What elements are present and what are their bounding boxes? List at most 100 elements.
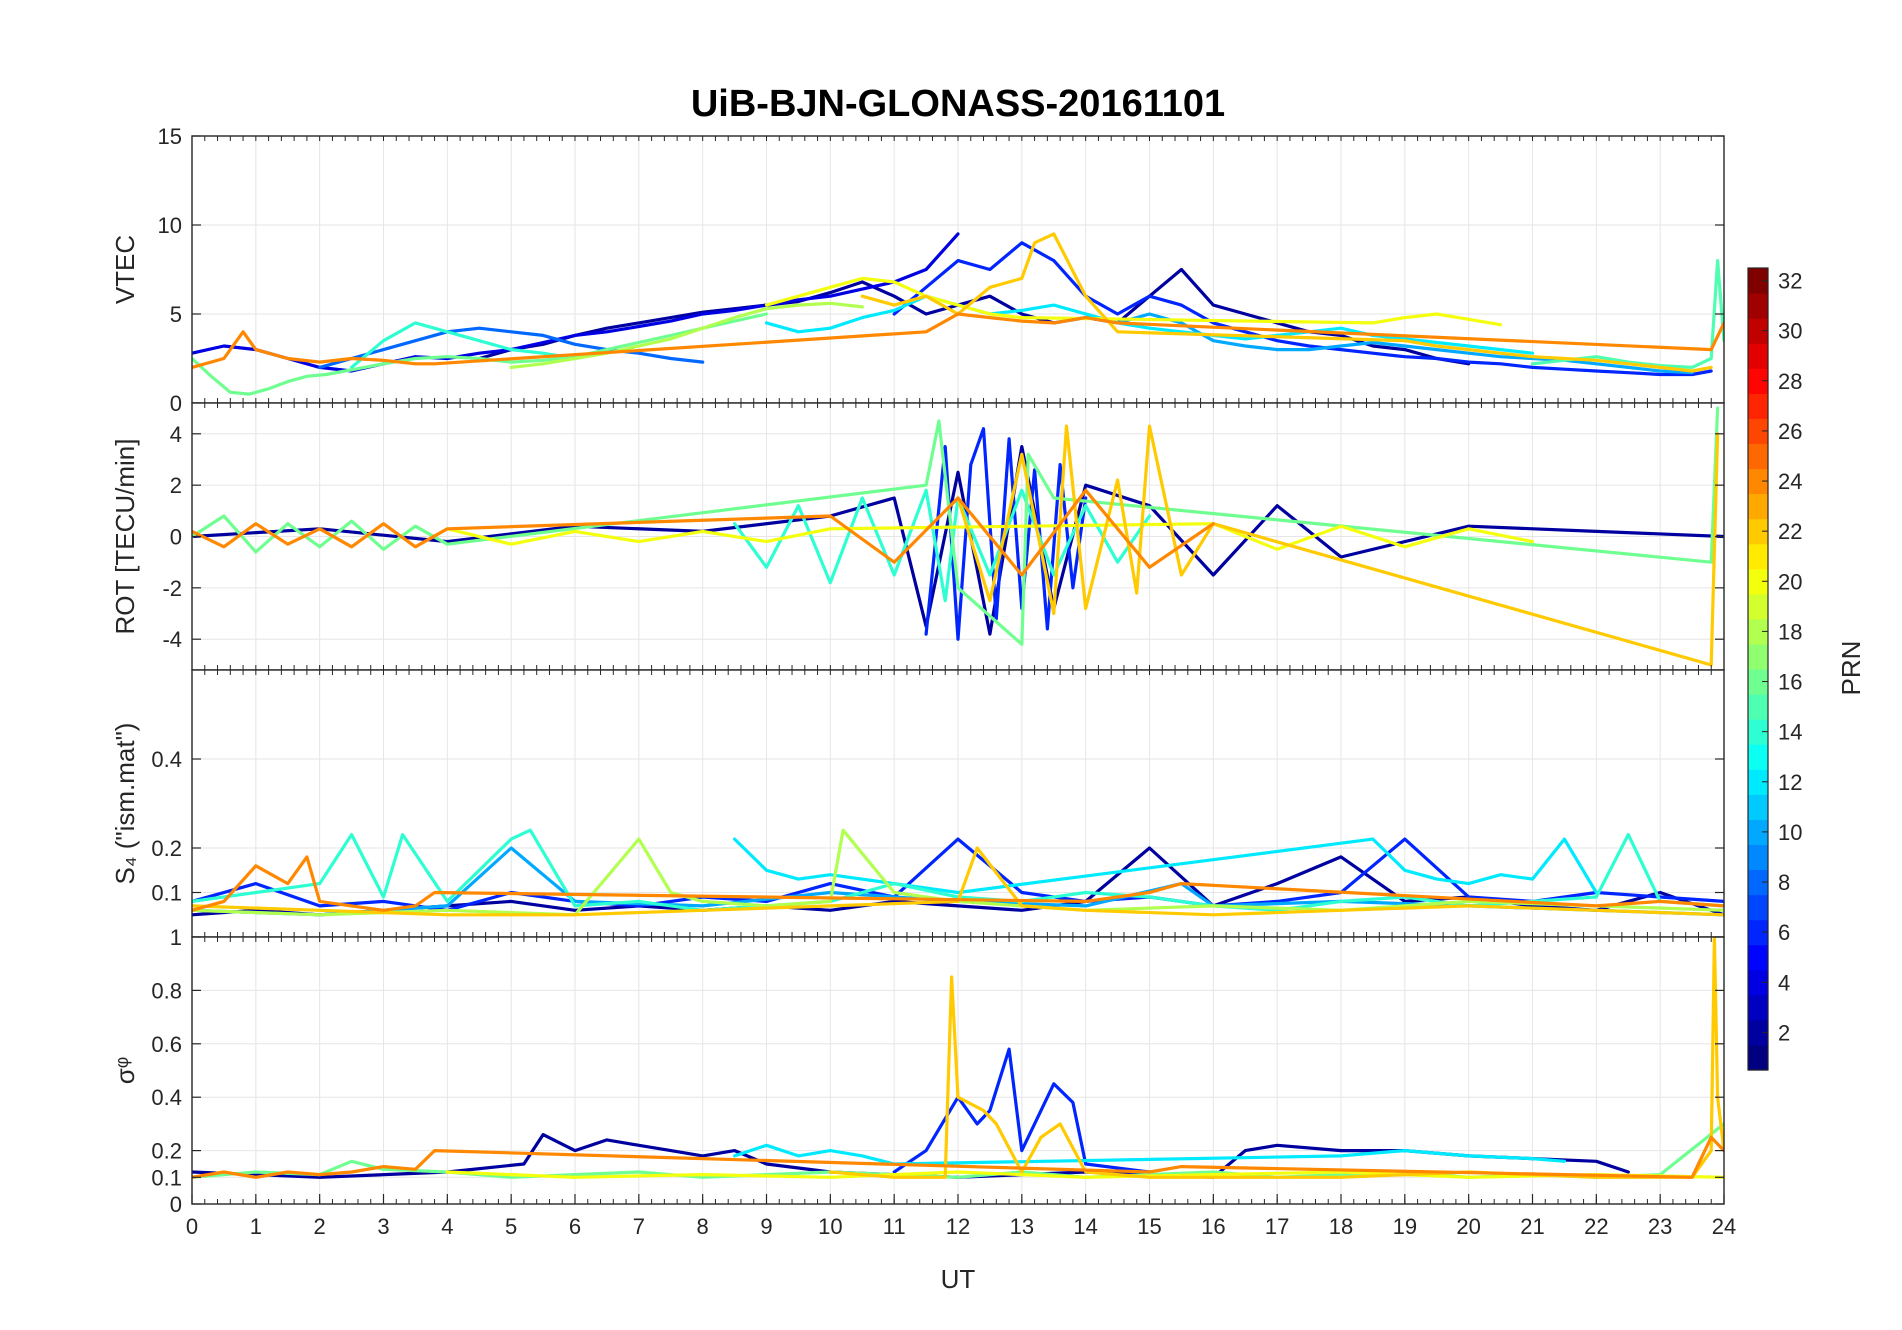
colorbar-tick-label: 30 [1778, 319, 1802, 344]
series-line-prn-24 [192, 488, 1215, 577]
x-tick-label: 22 [1584, 1214, 1608, 1239]
colorbar-segment [1748, 694, 1768, 720]
colorbar-segment [1748, 669, 1768, 695]
x-tick-label: 18 [1329, 1214, 1353, 1239]
x-tick-label: 6 [569, 1214, 581, 1239]
colorbar-segment [1748, 268, 1768, 294]
y-tick-label: 15 [158, 124, 182, 149]
series-line-prn-24 [192, 855, 1724, 912]
x-tick-label: 14 [1073, 1214, 1097, 1239]
colorbar-border [1747, 267, 1769, 1071]
y-tick-label: 4 [170, 422, 182, 447]
series-line-prn-18 [509, 301, 864, 369]
colorbar-segment [1748, 518, 1768, 545]
colorbar-tick-label: 14 [1778, 720, 1802, 745]
series-line-prn-6 [924, 427, 1088, 641]
colorbar-segment [1748, 1019, 1768, 1046]
x-tick-label: 20 [1456, 1214, 1480, 1239]
series-group [192, 232, 1724, 396]
y-tick-label: 0.2 [151, 1139, 182, 1164]
x-tick-label: 21 [1520, 1214, 1544, 1239]
y-tick-label: 0.4 [151, 1085, 182, 1110]
series-group [192, 828, 1724, 917]
y-axis-label: S₄ ("ism.mat") [110, 723, 140, 885]
y-tick-label: 1 [170, 925, 182, 950]
series-line-prn-20 [445, 1170, 1724, 1179]
y-tick-label: 0.1 [151, 881, 182, 906]
x-tick-label: 7 [633, 1214, 645, 1239]
colorbar-segment [1748, 894, 1768, 921]
series-line-prn-22 [860, 232, 1713, 373]
x-tick-label: 8 [697, 1214, 709, 1239]
x-tick-label: 1 [250, 1214, 262, 1239]
colorbar-segment [1748, 443, 1768, 470]
colorbar-segment [1748, 468, 1768, 495]
x-tick-label: 2 [314, 1214, 326, 1239]
colorbar-tick-label: 6 [1778, 920, 1790, 945]
chart-title: UiB-BJN-GLONASS-20161101 [691, 83, 1225, 125]
series-group [192, 406, 1724, 667]
y-tick-label: 10 [158, 213, 182, 238]
x-tick-label: 12 [946, 1214, 970, 1239]
colorbar-tick-label: 12 [1778, 770, 1802, 795]
y-tick-label: 0.2 [151, 836, 182, 861]
colorbar-segment [1748, 719, 1768, 745]
colorbar-segment [1748, 769, 1768, 795]
colorbar-tick-label: 32 [1778, 269, 1802, 294]
x-tick-label: 4 [441, 1214, 453, 1239]
colorbar-tick-label: 18 [1778, 619, 1802, 644]
colorbar-segment [1748, 643, 1768, 670]
series-line-prn-24 [192, 1135, 1724, 1179]
colorbar-segment [1748, 593, 1768, 620]
colorbar-segment [1748, 418, 1768, 445]
series-line-prn-14 [350, 321, 577, 369]
panel-0: 0 5 10 15 VTEC [110, 124, 1725, 416]
colorbar-tick-label: 2 [1778, 1020, 1790, 1045]
y-tick-label: 0 [170, 1192, 182, 1217]
x-tick-label: 16 [1201, 1214, 1225, 1239]
y-tick-label: 0.8 [151, 978, 182, 1003]
colorbar-segment [1748, 618, 1768, 645]
x-tick-label: 0 [186, 1214, 198, 1239]
colorbar-segment [1748, 919, 1768, 946]
y-tick-label: -4 [162, 627, 182, 652]
colorbar-segment [1748, 794, 1768, 820]
colorbar-segment [1748, 1044, 1768, 1071]
colorbar-segment [1748, 343, 1768, 369]
colorbar-segment [1748, 293, 1768, 319]
series-line-prn-22 [192, 846, 1724, 917]
y-tick-label: 0.1 [151, 1165, 182, 1190]
colorbar-segment [1748, 969, 1768, 996]
colorbar-segment [1748, 844, 1768, 871]
colorbar-label: PRN [1836, 641, 1866, 696]
panel-1: -4 -2 0 2 4 ROT [TECU/min] [110, 402, 1725, 671]
x-tick-label: 10 [818, 1214, 842, 1239]
series-line-prn-24 [192, 312, 1724, 369]
y-tick-label: -2 [162, 576, 182, 601]
series-line-prn-22 [828, 937, 1724, 1179]
colorbar-segment [1748, 568, 1768, 595]
series-group [192, 937, 1724, 1179]
colorbar-tick-label: 26 [1778, 419, 1802, 444]
y-tick-label: 2 [170, 473, 182, 498]
x-axis-label: UT [941, 1264, 976, 1294]
colorbar-segment [1748, 318, 1768, 344]
series-line-prn-14 [732, 488, 1152, 603]
colorbar-tick-label: 22 [1778, 519, 1802, 544]
series-line-prn-12 [732, 837, 1598, 895]
x-tick-label: 23 [1648, 1214, 1672, 1239]
series-line-prn-16 [192, 406, 1720, 646]
panel-3: 00.10.2 0.4 0.6 0.8 1 σᵠ [110, 925, 1725, 1217]
series-line-prn-8 [318, 326, 705, 369]
colorbar-tick-label: 4 [1778, 970, 1790, 995]
colorbar-segment [1748, 368, 1768, 394]
y-axis-label: σᵠ [110, 1057, 140, 1085]
series-line-prn-12 [764, 294, 1535, 355]
colorbar-segment [1748, 944, 1768, 971]
y-tick-label: 0 [170, 391, 182, 416]
x-tick-label: 5 [505, 1214, 517, 1239]
colorbar-segment [1748, 493, 1768, 520]
